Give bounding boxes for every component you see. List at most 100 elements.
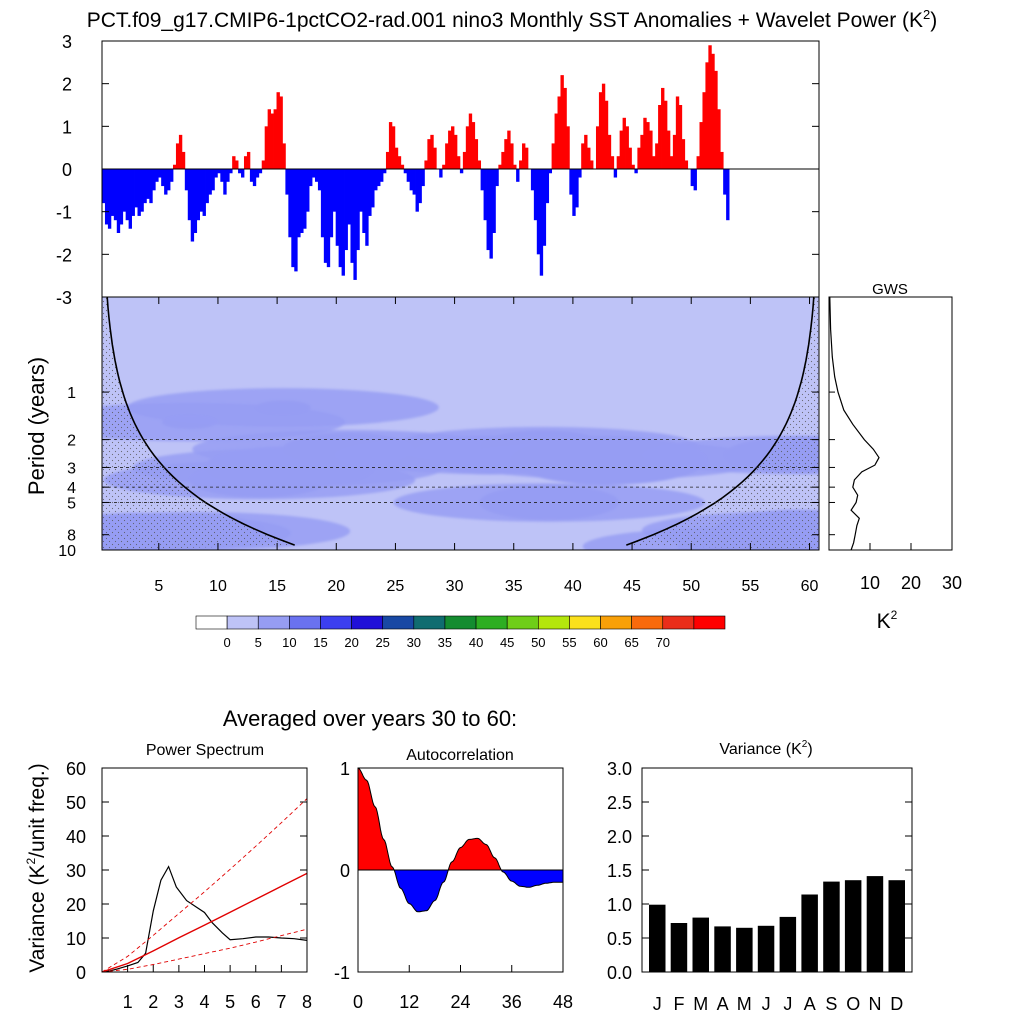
anomaly-bar-negative <box>634 169 638 174</box>
x-tick-label: 10 <box>209 578 227 595</box>
y-tick-label: 20 <box>66 895 86 915</box>
month-label: F <box>674 994 685 1014</box>
anomaly-bar-positive <box>587 147 591 169</box>
anomaly-bar-positive <box>566 126 570 169</box>
anomaly-bar-negative <box>492 169 496 233</box>
anomaly-bar-positive <box>172 164 177 169</box>
anomaly-bar-negative <box>365 169 369 246</box>
autocorrelation-title: Autocorrelation <box>406 747 514 764</box>
anomaly-bar-negative <box>155 169 159 182</box>
anomaly-bar-negative <box>170 169 174 182</box>
anomaly-bar-positive <box>442 164 446 169</box>
x-tick-label: 15 <box>268 578 286 595</box>
anomaly-bar-positive <box>601 83 606 169</box>
anomaly-bar-negative <box>294 169 298 272</box>
colorbar-label: 30 <box>407 635 421 650</box>
anomaly-bar-negative <box>297 169 301 238</box>
anomaly-bar-negative <box>412 169 416 195</box>
y-tick-label: 50 <box>66 793 86 813</box>
gws-panel: GWS 10 20 30 K2 <box>828 281 962 633</box>
y-tick-label: 0.0 <box>607 963 632 983</box>
anomaly-bar-positive <box>448 130 452 169</box>
anomaly-bar-negative <box>483 169 487 221</box>
anomaly-bar-negative <box>459 169 464 174</box>
variance-title: Variance (K2) <box>719 739 812 758</box>
anomaly-bar-positive <box>175 143 180 169</box>
variance-bar-5 <box>757 925 775 972</box>
anomaly-bar-negative <box>530 169 535 191</box>
anomaly-bar-negative <box>362 169 366 233</box>
autocorrelation-line <box>358 768 563 913</box>
y-tick-label: 1.0 <box>607 895 632 915</box>
anomaly-bar-negative <box>149 169 153 204</box>
anomaly-bar-negative <box>575 169 579 208</box>
y-tick-label: 10 <box>66 929 86 949</box>
anomaly-bar-negative <box>285 169 289 195</box>
anomaly-bar-positive <box>590 160 594 169</box>
anomaly-bar-negative <box>143 169 147 204</box>
power-spectrum-title: Power Spectrum <box>146 742 264 759</box>
anomaly-bar-positive <box>560 75 564 169</box>
anomaly-bar-negative <box>288 169 292 238</box>
anomaly-bar-negative <box>350 169 354 263</box>
anomaly-bar-negative <box>122 169 127 212</box>
anomaly-bar-negative <box>545 169 550 204</box>
anomaly-bar-negative <box>317 169 322 191</box>
anomaly-bar-positive <box>610 156 615 169</box>
anomaly-bar-negative <box>335 169 340 246</box>
autocorrelation-negative-area <box>358 870 563 912</box>
colorbar-label: 60 <box>593 635 607 650</box>
anomaly-bar-negative <box>489 169 493 259</box>
y-tick-label: 0 <box>62 160 72 180</box>
section-title: Averaged over years 30 to 60: <box>223 706 517 731</box>
colorbar-swatch <box>413 615 446 630</box>
anomaly-bar-positive <box>501 151 505 169</box>
anomaly-bar-negative <box>196 169 201 221</box>
gws-title: GWS <box>872 281 908 298</box>
anomaly-bar-negative <box>303 169 307 229</box>
month-label: O <box>846 994 860 1014</box>
x-tick-label: 60 <box>801 578 819 595</box>
anomaly-bar-negative <box>223 169 227 195</box>
y-tick-label: 1.5 <box>607 861 632 881</box>
anomaly-bar-negative <box>190 169 195 242</box>
anomaly-bar-positive <box>557 96 561 169</box>
anomaly-bar-positive <box>282 143 286 169</box>
x-tick-label: 45 <box>623 578 641 595</box>
y-tick-label: 0.5 <box>607 929 632 949</box>
anomaly-bar-negative <box>137 169 141 216</box>
anomaly-bar-negative <box>723 169 727 195</box>
anomaly-bar-positive <box>232 156 236 169</box>
anomaly-bar-positive <box>664 100 668 169</box>
power-spectrum-panel: Power Spectrum 0 10 20 30 40 50 60 1 2 3 4 5 6 7 8 Var… <box>24 742 312 1012</box>
anomaly-bar-positive <box>524 147 529 169</box>
anomaly-bar-positive <box>681 139 686 169</box>
anomaly-bar-positive <box>273 109 277 169</box>
coi-hatch-left <box>102 297 295 550</box>
anomaly-bar-negative <box>693 169 697 191</box>
variance-bar-1 <box>670 923 688 972</box>
anomaly-bar-negative <box>252 169 257 187</box>
anomaly-bar-negative <box>110 169 115 216</box>
y-tick-label: 3.0 <box>607 759 632 779</box>
colorbar-label: 45 <box>500 635 514 650</box>
anomaly-bar-positive <box>522 143 526 169</box>
colorbar-swatch <box>693 615 726 630</box>
anomaly-bar-negative <box>344 169 348 251</box>
anomaly-bar-negative <box>486 169 490 251</box>
anomaly-bar-negative <box>415 169 419 212</box>
anomaly-bar-positive <box>235 160 239 169</box>
power-spectrum-axes: 0 10 20 30 40 50 60 1 2 3 4 5 6 7 8 <box>66 759 312 1012</box>
variance-bar-10 <box>866 876 884 972</box>
anomaly-bar-negative <box>312 169 316 178</box>
colorbar-swatch <box>444 615 477 630</box>
cone-of-influence <box>102 297 819 550</box>
variance-bar-2 <box>692 917 709 972</box>
anomaly-bar-positive <box>468 113 473 169</box>
colorbar-label: 0 <box>223 635 230 650</box>
month-label: M <box>737 994 752 1014</box>
anomaly-bar-positive <box>711 53 715 169</box>
anomaly-bar-negative <box>220 169 224 182</box>
y-tick-label: 1 <box>67 385 76 402</box>
x-tick-label: 25 <box>387 578 405 595</box>
